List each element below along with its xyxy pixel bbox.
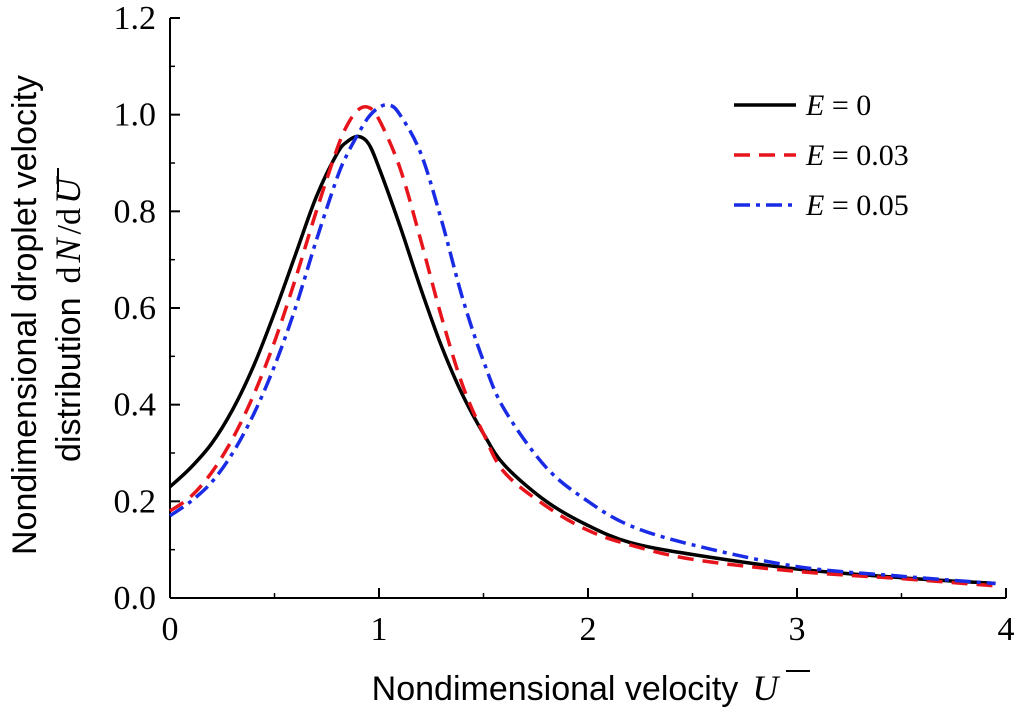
x-axis-symbol: U <box>752 668 780 708</box>
y-axis-symbol-d1: d <box>51 267 88 284</box>
y-tick-label: 0.8 <box>114 193 157 230</box>
y-tick-label: 0.4 <box>114 387 157 424</box>
legend-var-e0: E <box>805 89 824 122</box>
legend-label-e0: E = 0 <box>805 89 871 122</box>
x-tick-label: 0 <box>162 611 179 648</box>
y-tick-label: 1.0 <box>114 97 157 134</box>
y-tick-label: 0.0 <box>114 580 157 617</box>
x-tick-label: 2 <box>580 611 597 648</box>
y-axis-symbol-U: U <box>48 176 88 204</box>
legend-label-e003: E = 0.03 <box>805 139 909 172</box>
y-axis-symbol-sep: /d <box>51 208 88 234</box>
series-line-e003 <box>169 104 996 588</box>
legend: E = 0 E = 0.03 E = 0.05 <box>734 89 909 222</box>
y-ticks: 0.0 0.2 0.4 0.6 0.8 1.0 1.2 <box>114 0 180 617</box>
y-tick-label: 1.2 <box>114 0 157 37</box>
y-axis-title-line2: distribution d N /d U <box>48 176 88 462</box>
x-tick-label: 1 <box>371 611 388 648</box>
y-axis-symbol-N: N <box>48 237 88 264</box>
legend-value-e0: = 0 <box>824 89 871 122</box>
x-tick-label: 3 <box>789 611 806 648</box>
x-ticks: 0 1 2 3 4 <box>162 588 1015 648</box>
y-axis-title-line1: Nondimensional droplet velocity <box>6 75 44 555</box>
legend-entry-e003: E = 0.03 <box>734 139 909 172</box>
y-tick-label: 0.6 <box>114 290 157 327</box>
series-layer <box>168 102 996 588</box>
y-tick-label: 0.2 <box>114 483 157 520</box>
legend-value-e005: = 0.05 <box>824 189 908 222</box>
x-tick-label: 4 <box>998 611 1015 648</box>
legend-entry-e0: E = 0 <box>734 89 871 122</box>
series-line-e005 <box>169 102 996 586</box>
x-axis-title-text: Nondimensional velocity <box>372 670 739 708</box>
y-axis-title-line2-text: distribution <box>50 298 88 462</box>
x-axis-title: Nondimensional velocity U <box>372 668 781 708</box>
legend-var-e005: E <box>805 189 824 222</box>
legend-entry-e005: E = 0.05 <box>734 189 909 222</box>
legend-var-e003: E <box>805 139 824 172</box>
legend-label-e005: E = 0.05 <box>805 189 909 222</box>
series-line-e0 <box>168 134 996 586</box>
legend-value-e003: = 0.03 <box>824 139 908 172</box>
